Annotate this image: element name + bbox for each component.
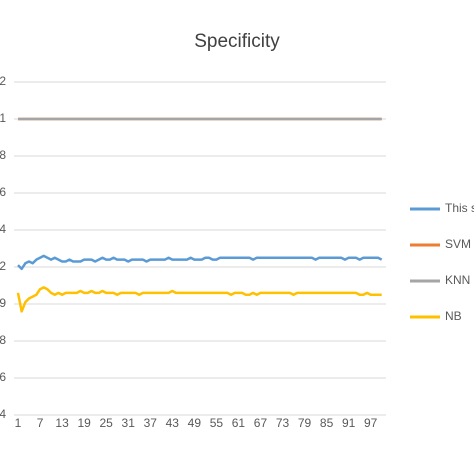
chart-title: Specificity: [194, 31, 280, 52]
y-tick-label: 0.9: [0, 296, 6, 310]
x-tick-label: 61: [232, 416, 246, 430]
y-tick-label: 0.98: [0, 148, 6, 162]
legend-label: SVM: [445, 237, 471, 251]
legend-label: NB: [445, 309, 462, 323]
x-tick-label: 7: [37, 416, 44, 430]
x-tick-label: 91: [342, 416, 356, 430]
series-line: [17, 254, 383, 271]
y-tick-label: 0.96: [0, 185, 6, 199]
x-tick-label: 97: [364, 416, 378, 430]
x-tick-label: 67: [254, 416, 268, 430]
x-tick-label: 73: [276, 416, 290, 430]
y-tick-label: 0.86: [0, 370, 6, 384]
x-tick-label: 1: [15, 416, 22, 430]
x-tick-label: 37: [144, 416, 158, 430]
x-tick-label: 31: [122, 416, 136, 430]
x-tick-label: 25: [99, 416, 113, 430]
x-tick-label: 79: [298, 416, 312, 430]
legend-label: KNN: [445, 273, 470, 287]
x-tick-label: 49: [188, 416, 202, 430]
x-tick-label: 19: [77, 416, 91, 430]
legend-label: This study: [445, 201, 474, 215]
series-line: [16, 286, 382, 313]
y-tick-label: 0.88: [0, 333, 6, 347]
y-tick-label: 1.02: [0, 74, 6, 88]
x-tick-label: 55: [210, 416, 224, 430]
y-tick-label: 0.94: [0, 222, 6, 236]
y-tick-label: 0.84: [0, 407, 6, 421]
x-tick-label: 85: [320, 416, 334, 430]
y-tick-label: 0.92: [0, 259, 6, 273]
x-tick-label: 13: [55, 416, 69, 430]
x-tick-label: 43: [166, 416, 180, 430]
y-tick-label: 1: [0, 111, 6, 125]
